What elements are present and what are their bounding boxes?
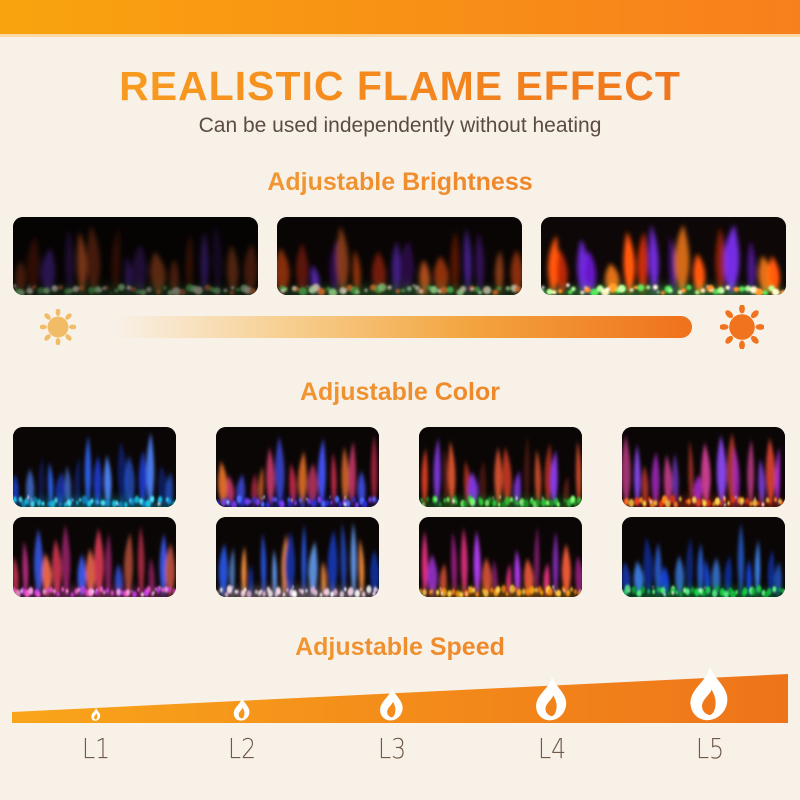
sun-bright-icon bbox=[720, 305, 764, 349]
speed-level-label: L5 bbox=[695, 732, 725, 765]
flame-icon bbox=[536, 677, 567, 721]
sun-dim-icon bbox=[40, 309, 76, 345]
top-banner bbox=[0, 0, 800, 34]
flame-panel-color-magenta-flame-gold-crystal bbox=[419, 517, 582, 597]
color-heading: Adjustable Color bbox=[0, 378, 800, 407]
brightness-panels-row bbox=[13, 217, 786, 295]
flame-icon bbox=[380, 688, 403, 721]
flame-panel-color-pink-purple-flame-red-crystal bbox=[622, 427, 785, 507]
speed-level-label: L2 bbox=[227, 732, 257, 765]
color-panels-grid bbox=[13, 427, 785, 597]
flame-panel-color-red-pink-flame-pink-crystal bbox=[13, 517, 176, 597]
speed-level-label: L4 bbox=[537, 732, 567, 765]
brightness-heading: Adjustable Brightness bbox=[0, 168, 800, 197]
page-subtitle: Can be used independently without heatin… bbox=[198, 114, 602, 137]
flame-panel-color-blue-flame-green-crystal bbox=[622, 517, 785, 597]
speed-level-labels: L1 L2 L3 L4 L5 bbox=[0, 732, 800, 768]
page-title: REALISTIC FLAME EFFECT bbox=[0, 63, 800, 109]
flame-panel-brightness-level-high bbox=[541, 217, 786, 295]
flame-panel-color-red-purple-flame-green-crystal bbox=[419, 427, 582, 507]
top-banner-underline bbox=[0, 34, 800, 37]
speed-level-label: L3 bbox=[377, 732, 407, 765]
flame-icon bbox=[690, 667, 728, 721]
brightness-gradient-bar bbox=[112, 316, 692, 338]
flame-panel-color-blue-flame-white-crystal bbox=[216, 517, 379, 597]
flame-panel-brightness-level-low bbox=[13, 217, 258, 295]
speed-level-label: L1 bbox=[81, 732, 111, 765]
flame-panel-color-orange-pink-flame-blue-crystal bbox=[216, 427, 379, 507]
flame-panel-brightness-level-medium bbox=[277, 217, 522, 295]
speed-heading: Adjustable Speed bbox=[0, 633, 800, 662]
flame-icon bbox=[91, 708, 101, 721]
speed-ramp bbox=[12, 660, 788, 723]
flame-icon bbox=[233, 698, 250, 721]
flame-panel-color-blue-flame-cyan-crystal bbox=[13, 427, 176, 507]
